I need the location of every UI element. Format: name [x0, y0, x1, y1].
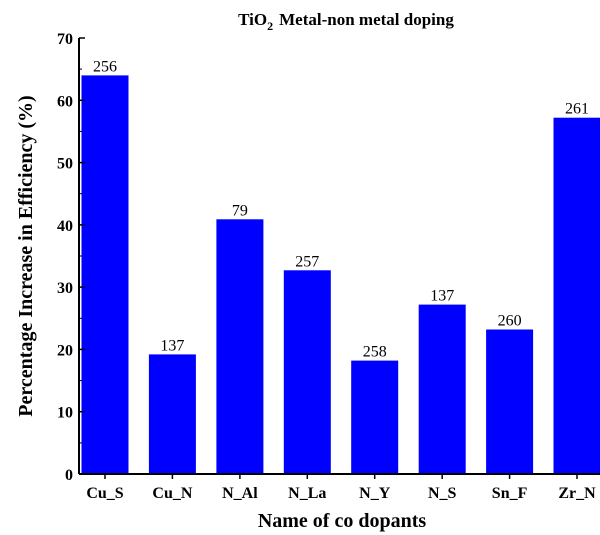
data-label-n-al: 79: [232, 202, 248, 219]
x-tick-label: N_La: [288, 485, 326, 502]
data-label-n-la: 257: [295, 253, 319, 270]
y-tick-label: 60: [57, 93, 73, 110]
bar-n-al: [216, 219, 264, 474]
y-tick-label: 30: [57, 280, 73, 297]
x-axis-ticks: Cu_S Cu_N N_Al N_La N_Y N_S Sn_F Zr_N: [86, 474, 596, 502]
chart-title: TiO2 Metal-non metal doping: [238, 10, 454, 33]
y-axis-label: Percentage Increase in Efficiency (%): [15, 95, 37, 416]
x-axis-label: Name of co dopants: [258, 510, 427, 532]
data-label-zr-n: 261: [565, 101, 589, 118]
bar-cu-s: [81, 75, 129, 475]
bar-zr-n: [553, 117, 600, 474]
bar-sn-f: [486, 329, 534, 474]
y-tick-label: 70: [57, 31, 73, 48]
x-tick-label: Cu_S: [86, 485, 123, 502]
y-tick-label: 0: [65, 467, 73, 484]
x-tick-label: Sn_F: [492, 485, 528, 502]
data-labels: 256 137 79 257 258 137 260 261: [93, 58, 589, 360]
y-tick-label: 40: [57, 218, 73, 235]
data-label-n-y: 258: [363, 344, 387, 361]
chart-title-rest: Metal-non metal doping: [279, 10, 454, 29]
bar-n-y: [351, 360, 399, 474]
bar-n-la: [283, 270, 331, 474]
x-tick-label: N_Y: [359, 485, 391, 502]
chart-title-main: TiO: [238, 10, 267, 29]
bar-n-s: [418, 304, 466, 474]
data-label-n-s: 137: [430, 288, 454, 305]
bar-cu-n: [148, 354, 196, 474]
data-label-sn-f: 260: [498, 313, 522, 330]
y-tick-label: 50: [57, 156, 73, 173]
data-label-cu-s: 256: [93, 58, 117, 75]
bar-series: [81, 75, 600, 475]
y-tick-label: 10: [57, 405, 73, 422]
y-tick-label: 20: [57, 342, 73, 359]
x-tick-label: Cu_N: [152, 485, 192, 502]
chart-title-subscript: 2: [267, 19, 273, 33]
x-tick-label: N_S: [428, 485, 457, 502]
y-axis-ticks: 0 10 20 30 40 50 60 70: [57, 31, 85, 484]
x-tick-label: N_Al: [222, 485, 258, 502]
data-label-cu-n: 137: [160, 337, 184, 354]
x-tick-label: Zr_N: [558, 485, 596, 502]
